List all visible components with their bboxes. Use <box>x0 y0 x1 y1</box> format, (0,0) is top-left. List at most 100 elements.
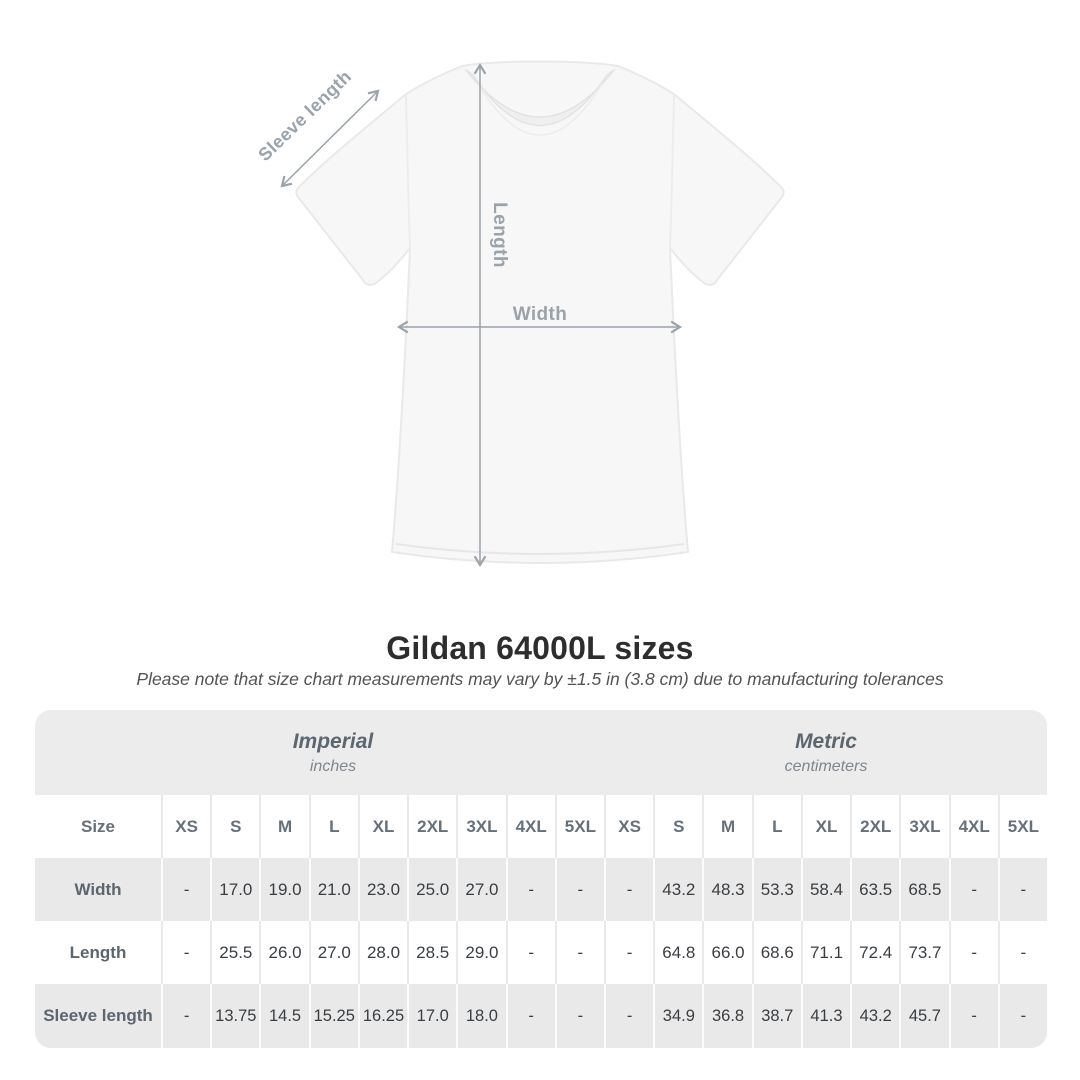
value-cell: 27.0 <box>308 921 358 984</box>
value-cell: 68.5 <box>899 858 948 921</box>
size-col-header: 5XL <box>554 795 604 858</box>
value-cell: 21.0 <box>308 858 358 921</box>
value-cell: 58.4 <box>800 858 850 921</box>
value-cell: - <box>161 984 210 1048</box>
size-header-cell: Size <box>80 816 116 836</box>
size-table-card: Imperial inches Metric centimeters Size … <box>35 710 1047 1048</box>
row-label: Width <box>74 879 122 899</box>
size-col-header: XS <box>603 795 653 858</box>
value-cell: - <box>997 858 1047 921</box>
value-cell: 34.9 <box>653 984 702 1048</box>
imperial-group-label: Imperial <box>292 729 374 753</box>
value-cell: - <box>948 921 998 984</box>
length-label: Length <box>489 202 510 268</box>
value-cell: 38.7 <box>751 984 801 1048</box>
row-label: Sleeve length <box>43 1006 153 1025</box>
tshirt-hem-stitch <box>395 543 685 555</box>
value-cell: 72.4 <box>850 921 899 984</box>
unit-group-header: Imperial inches Metric centimeters <box>35 710 1047 795</box>
value-cell: 48.3 <box>702 858 751 921</box>
size-col-header: XS <box>161 795 210 858</box>
value-cell: 13.75 <box>210 984 259 1048</box>
size-col-header: L <box>308 795 358 858</box>
value-cell: 28.5 <box>407 921 456 984</box>
value-cell: 25.5 <box>210 921 259 984</box>
value-cell: - <box>948 984 998 1048</box>
value-cell: - <box>603 921 653 984</box>
value-cell: 68.6 <box>751 921 801 984</box>
value-cell: 15.25 <box>308 984 358 1048</box>
page-title: Gildan 64000L sizes <box>386 630 694 666</box>
value-cell: - <box>554 921 604 984</box>
table-row-width: Width - 17.0 19.0 21.0 23.0 25.0 27.0 - … <box>35 858 1047 921</box>
width-label: Width <box>513 304 568 325</box>
value-cell: - <box>161 858 210 921</box>
size-col-header: 4XL <box>505 795 555 858</box>
value-cell: 25.0 <box>407 858 456 921</box>
value-cell: - <box>603 858 653 921</box>
value-cell: 27.0 <box>456 858 505 921</box>
tshirt-left-sleeve-seam <box>405 93 411 249</box>
value-cell: - <box>554 858 604 921</box>
value-cell: 73.7 <box>899 921 948 984</box>
value-cell: - <box>948 858 998 921</box>
value-cell: 53.3 <box>751 858 801 921</box>
value-cell: 28.0 <box>357 921 407 984</box>
value-cell: 14.5 <box>259 984 308 1048</box>
size-col-header: 4XL <box>948 795 998 858</box>
value-cell: - <box>161 921 210 984</box>
value-cell: - <box>554 984 604 1048</box>
value-cell: 23.0 <box>357 858 407 921</box>
value-cell: 71.1 <box>800 921 850 984</box>
metric-group-unit: centimeters <box>784 757 868 775</box>
value-cell: - <box>505 921 555 984</box>
value-cell: 66.0 <box>702 921 751 984</box>
tshirt-collar-seam <box>477 83 603 136</box>
imperial-group: Imperial inches <box>35 730 631 776</box>
size-col-header: 3XL <box>456 795 505 858</box>
imperial-group-unit: inches <box>309 757 357 775</box>
tshirt-collar <box>465 69 615 127</box>
value-cell: - <box>997 984 1047 1048</box>
size-col-header: 3XL <box>899 795 948 858</box>
page-subtitle: Please note that size chart measurements… <box>136 669 944 689</box>
value-cell: - <box>505 858 555 921</box>
value-cell: 43.2 <box>850 984 899 1048</box>
value-cell: 41.3 <box>800 984 850 1048</box>
size-col-header: 2XL <box>407 795 456 858</box>
tshirt-shape <box>295 60 785 564</box>
table-header-row: Size XS S M L XL 2XL 3XL 4XL 5XL XS S M … <box>35 795 1047 858</box>
size-col-header: L <box>751 795 801 858</box>
value-cell: 64.8 <box>653 921 702 984</box>
size-col-header: XL <box>800 795 850 858</box>
value-cell: - <box>603 984 653 1048</box>
size-col-header: S <box>210 795 259 858</box>
table-row-length: Length - 25.5 26.0 27.0 28.0 28.5 29.0 -… <box>35 921 1047 984</box>
value-cell: 45.7 <box>899 984 948 1048</box>
value-cell: 18.0 <box>456 984 505 1048</box>
value-cell: 63.5 <box>850 858 899 921</box>
value-cell: 29.0 <box>456 921 505 984</box>
size-col-header: M <box>702 795 751 858</box>
size-col-header: S <box>653 795 702 858</box>
value-cell: - <box>505 984 555 1048</box>
sleeve-length-arrow <box>280 89 380 188</box>
value-cell: - <box>997 921 1047 984</box>
value-cell: 16.25 <box>357 984 407 1048</box>
value-cell: 17.0 <box>407 984 456 1048</box>
size-col-header: 5XL <box>997 795 1047 858</box>
size-col-header: 2XL <box>850 795 899 858</box>
tshirt-right-sleeve-seam <box>669 93 675 249</box>
value-cell: 19.0 <box>259 858 308 921</box>
value-cell: 26.0 <box>259 921 308 984</box>
table-row-sleeve-length: Sleeve length - 13.75 14.5 15.25 16.25 1… <box>35 984 1047 1048</box>
size-col-header: XL <box>357 795 407 858</box>
size-col-header: M <box>259 795 308 858</box>
value-cell: 36.8 <box>702 984 751 1048</box>
value-cell: 43.2 <box>653 858 702 921</box>
metric-group-label: Metric <box>795 729 857 753</box>
tshirt-measurement-diagram: Sleeve length Length Width <box>254 60 785 568</box>
metric-group: Metric centimeters <box>605 730 1047 776</box>
row-label: Length <box>69 942 127 962</box>
value-cell: 17.0 <box>210 858 259 921</box>
